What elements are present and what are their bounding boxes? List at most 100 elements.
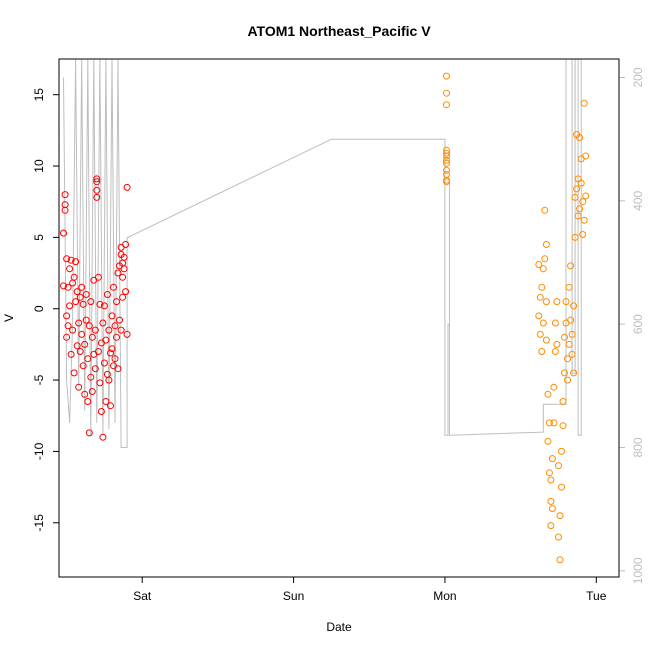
- depth-line: [63, 59, 582, 448]
- data-point-red: [67, 350, 75, 358]
- data-point-red: [117, 326, 125, 334]
- data-point-red: [78, 283, 86, 291]
- data-point-orange: [576, 205, 584, 213]
- data-point-orange: [573, 185, 581, 193]
- data-point-orange: [574, 212, 582, 220]
- data-point-orange: [582, 152, 590, 160]
- data-point-red: [100, 302, 108, 310]
- data-point-red: [93, 175, 101, 183]
- data-point-orange: [571, 233, 579, 241]
- data-point-red: [76, 348, 84, 355]
- data-point-orange: [558, 483, 565, 491]
- data-point-red: [75, 383, 83, 391]
- data-point-orange: [571, 193, 579, 201]
- data-point-red: [81, 390, 89, 398]
- data-point-orange: [550, 419, 558, 427]
- data-point-red: [108, 345, 116, 353]
- data-point-orange: [544, 390, 552, 398]
- data-point-orange: [576, 134, 584, 141]
- data-point-red: [73, 288, 81, 296]
- y-tick-label: -10: [32, 442, 46, 460]
- data-point-red: [82, 316, 90, 324]
- data-point-red: [66, 302, 74, 310]
- y2-tick-label: 1000: [631, 557, 645, 584]
- data-point-red: [96, 300, 104, 308]
- data-point-red: [61, 206, 69, 214]
- data-point-red: [100, 359, 108, 367]
- data-point-orange: [544, 437, 552, 445]
- data-point-orange: [535, 312, 543, 320]
- data-point-red: [72, 258, 80, 266]
- data-point-red: [107, 349, 114, 357]
- data-point-red: [88, 388, 96, 395]
- data-point-orange: [564, 355, 571, 363]
- data-point-red: [91, 365, 99, 373]
- data-point-red: [60, 282, 67, 290]
- data-point-red: [94, 273, 102, 281]
- data-point-orange: [577, 179, 585, 187]
- data-point-red: [120, 253, 128, 261]
- data-point-orange: [547, 476, 555, 484]
- data-point-orange: [545, 419, 553, 427]
- data-point-red: [63, 333, 71, 341]
- data-point-red: [116, 316, 123, 324]
- data-point-orange: [542, 298, 550, 306]
- data-point-red: [102, 336, 110, 344]
- data-point-red: [122, 288, 130, 296]
- data-point-orange: [558, 447, 565, 455]
- data-point-orange: [559, 398, 567, 405]
- data-point-red: [82, 291, 90, 298]
- plot-frame: [58, 58, 620, 578]
- data-point-orange: [556, 556, 564, 564]
- data-point-red: [64, 283, 72, 291]
- data-point-red: [85, 429, 93, 437]
- data-point-red: [87, 373, 95, 381]
- y-tick-label: -5: [32, 374, 46, 385]
- data-point-orange: [535, 261, 543, 268]
- y-tick-label: 15: [32, 88, 46, 102]
- data-point-orange: [547, 522, 555, 530]
- data-point-orange: [542, 241, 550, 248]
- data-point-red: [93, 178, 101, 186]
- data-point-red: [61, 191, 69, 199]
- data-point-red: [75, 319, 83, 327]
- data-point-orange: [553, 340, 561, 348]
- data-point-red: [84, 355, 92, 363]
- data-point-red: [72, 298, 80, 306]
- data-point-orange: [555, 462, 562, 470]
- x-tick-label: Mon: [433, 589, 456, 603]
- data-point-red: [73, 342, 81, 350]
- data-point-red: [114, 365, 122, 373]
- data-point-orange: [568, 330, 576, 338]
- data-point-red: [63, 312, 71, 320]
- data-point-red: [60, 229, 67, 237]
- data-point-red: [113, 298, 120, 306]
- data-point-orange: [553, 298, 561, 306]
- data-point-orange: [542, 336, 550, 344]
- data-point-orange: [561, 369, 568, 377]
- data-point-red: [70, 369, 78, 377]
- data-point-red: [81, 340, 89, 348]
- data-point-red: [84, 398, 92, 405]
- data-point-red: [94, 348, 102, 355]
- data-point-red: [110, 283, 117, 291]
- y-tick-label: 10: [32, 159, 46, 173]
- data-point-red: [102, 398, 110, 405]
- data-point-red: [93, 193, 101, 201]
- data-point-orange: [443, 152, 450, 160]
- data-point-red: [88, 333, 96, 341]
- data-point-orange: [548, 505, 556, 512]
- data-point-orange: [565, 340, 573, 348]
- data-point-orange: [551, 319, 559, 327]
- data-point-orange: [443, 166, 450, 174]
- data-point-orange: [538, 348, 546, 355]
- data-point-red: [69, 326, 77, 334]
- data-point-red: [70, 273, 78, 281]
- y-tick-label: 5: [32, 234, 46, 241]
- data-point-orange: [443, 149, 450, 157]
- data-point-orange: [570, 369, 578, 377]
- y2-tick-label: 600: [631, 314, 645, 334]
- data-point-orange: [443, 156, 450, 164]
